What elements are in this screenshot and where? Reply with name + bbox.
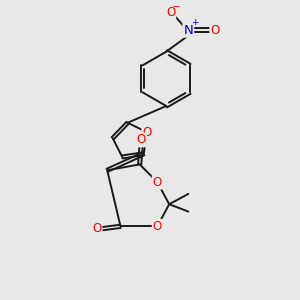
Text: +: + — [191, 18, 199, 27]
Text: O: O — [142, 126, 152, 139]
Text: O: O — [166, 6, 175, 19]
Text: −: − — [172, 2, 180, 12]
Text: O: O — [210, 24, 220, 37]
Text: O: O — [136, 134, 146, 146]
Text: O: O — [153, 176, 162, 189]
Text: O: O — [92, 222, 101, 235]
Text: N: N — [184, 24, 193, 37]
Text: O: O — [153, 220, 162, 233]
